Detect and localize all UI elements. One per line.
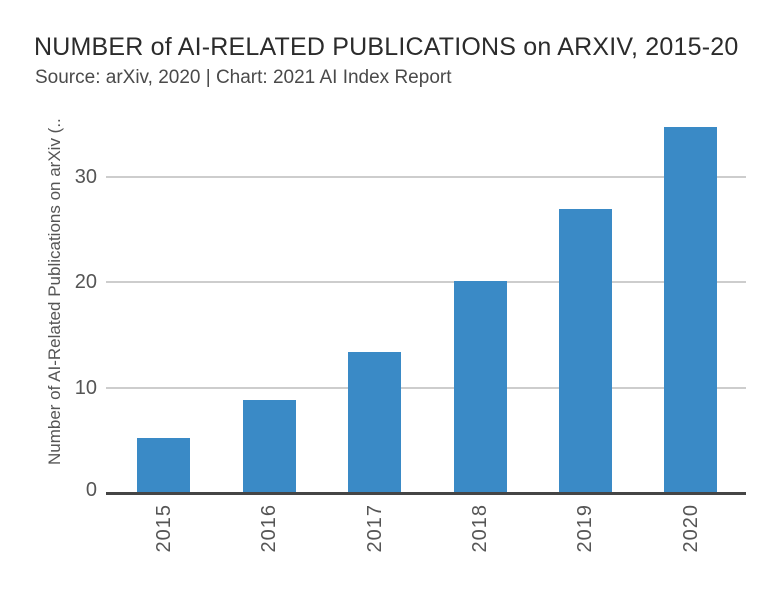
gridline <box>106 281 746 284</box>
chart-subtitle: Source: arXiv, 2020 | Chart: 2021 AI Ind… <box>35 67 452 88</box>
x-tick-label-2017: 2017 <box>363 504 386 553</box>
gridline <box>106 175 746 178</box>
y-tick-label: 20 <box>74 271 97 294</box>
x-tick-label-2015: 2015 <box>152 504 175 553</box>
y-tick-label: 30 <box>74 165 97 188</box>
x-tick-label-2016: 2016 <box>258 504 281 553</box>
x-tick-label-2020: 2020 <box>679 504 702 553</box>
bar-2016[interactable] <box>242 400 296 493</box>
y-tick-label: 0 <box>85 479 97 501</box>
gridline <box>106 386 746 389</box>
x-tick-label-2018: 2018 <box>469 504 491 553</box>
bar-2018[interactable] <box>453 281 507 493</box>
bar-2017[interactable] <box>348 351 401 493</box>
x-axis-line <box>106 492 746 495</box>
bar-2020[interactable] <box>664 127 718 493</box>
bar-2015[interactable] <box>137 438 191 493</box>
chart-title: NUMBER of AI-RELATED PUBLICATIONS on ARX… <box>34 33 739 61</box>
bar-2019[interactable] <box>558 208 612 493</box>
x-tick-label-2019: 2019 <box>574 504 597 553</box>
y-tick-label: 10 <box>74 376 97 399</box>
